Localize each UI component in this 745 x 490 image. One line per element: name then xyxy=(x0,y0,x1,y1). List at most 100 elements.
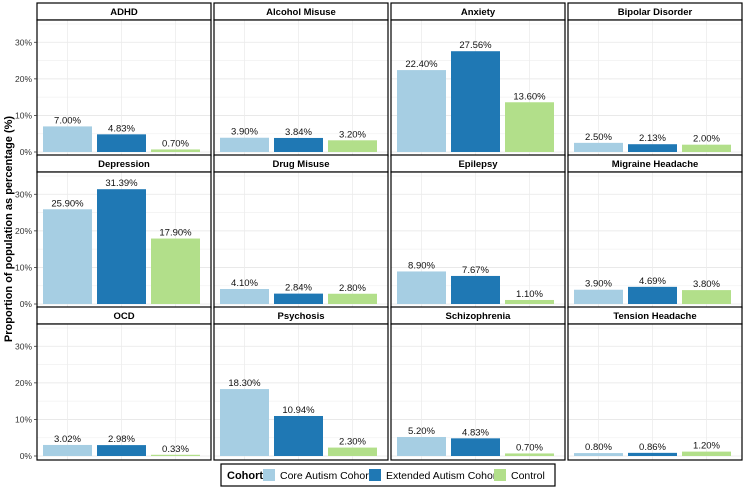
bar-data-label: 2.98% xyxy=(108,434,135,445)
panel-epilepsy: Epilepsy 8.90% 7.67% 1.10% xyxy=(390,154,566,309)
bar-data-label: 2.30% xyxy=(339,437,366,448)
y-tick-label: 0% xyxy=(20,299,33,309)
panel-anxiety: Anxiety 22.40% 27.56% 13.60% xyxy=(390,2,566,157)
panel-alcohol-misuse: Alcohol Misuse 3.90% 3.84% 3.20% xyxy=(213,2,389,157)
y-tick-label: 10% xyxy=(15,414,32,424)
bar-data-label: 13.60% xyxy=(513,91,546,102)
legend-entry: Control xyxy=(511,470,545,482)
bar-core-autism-cohort xyxy=(220,289,269,304)
panel-adhd: ADHD 7.00% 4.83% 0.70% 0% 10% 20% 30% xyxy=(15,2,212,157)
bar-data-label: 0.80% xyxy=(585,442,612,453)
bar-data-label: 27.56% xyxy=(459,40,492,51)
bar-data-label: 3.02% xyxy=(54,434,81,445)
bar-core-autism-cohort xyxy=(574,142,623,152)
bar-control xyxy=(682,290,731,304)
panel-title: Epilepsy xyxy=(458,159,498,170)
bar-data-label: 2.80% xyxy=(339,283,366,294)
bar-core-autism-cohort xyxy=(574,289,623,304)
bar-data-label: 1.20% xyxy=(693,441,720,452)
bar-data-label: 5.20% xyxy=(408,426,435,437)
legend-box xyxy=(220,463,556,487)
bar-data-label: 4.83% xyxy=(108,123,135,134)
y-tick-label: 20% xyxy=(15,74,32,84)
bar-core-autism-cohort xyxy=(220,389,269,456)
bar-data-label: 3.90% xyxy=(231,127,258,138)
bar-extended-autism-cohort xyxy=(97,189,146,304)
bar-data-label: 3.20% xyxy=(339,129,366,140)
y-axis-label: Proportion of population as percentage (… xyxy=(3,116,15,342)
panel-border xyxy=(36,323,212,461)
y-tick-label: 20% xyxy=(15,226,32,236)
bar-data-label: 17.90% xyxy=(159,228,192,239)
bar-data-label: 25.90% xyxy=(51,198,84,209)
y-tick-label: 10% xyxy=(15,110,32,120)
panel-drug-misuse: Drug Misuse 4.10% 2.84% 2.80% xyxy=(213,154,389,309)
bar-control xyxy=(505,299,554,304)
bar-control xyxy=(328,447,377,456)
bar-data-label: 2.84% xyxy=(285,283,312,294)
legend-entry: Extended Autism Cohort xyxy=(386,470,499,482)
bar-data-label: 3.90% xyxy=(585,279,612,290)
bar-core-autism-cohort xyxy=(397,70,446,152)
legend-entry: Core Autism Cohort xyxy=(280,470,372,482)
bar-data-label: 3.84% xyxy=(285,127,312,138)
bar-data-label: 0.86% xyxy=(639,442,666,453)
bar-extended-autism-cohort xyxy=(451,51,500,152)
bar-data-label: 0.70% xyxy=(516,442,543,453)
legend-key xyxy=(494,469,506,481)
bar-control xyxy=(505,453,554,456)
bar-extended-autism-cohort xyxy=(451,275,500,304)
bar-core-autism-cohort xyxy=(397,271,446,304)
bar-core-autism-cohort xyxy=(43,444,92,456)
bar-data-label: 4.10% xyxy=(231,278,258,289)
panel-title: Tension Headache xyxy=(613,311,696,322)
bar-data-label: 2.50% xyxy=(585,132,612,143)
bar-control xyxy=(151,454,200,456)
panel-title: Depression xyxy=(98,159,150,170)
bar-data-label: 7.00% xyxy=(54,115,81,126)
panel-border xyxy=(390,323,566,461)
bar-control xyxy=(151,149,200,152)
gridlines xyxy=(37,20,211,156)
bar-control xyxy=(682,144,731,152)
bar-extended-autism-cohort xyxy=(628,144,677,152)
bar-data-label: 18.30% xyxy=(228,378,261,389)
y-tick-label: 30% xyxy=(15,37,32,47)
bar-data-label: 1.10% xyxy=(516,289,543,300)
panel-title: Psychosis xyxy=(278,311,325,322)
panel-title: Schizophrenia xyxy=(446,311,512,322)
panel-title: Alcohol Misuse xyxy=(266,7,336,18)
panel-tension-headache: Tension Headache 0.80% 0.86% 1.20% xyxy=(567,306,743,461)
bar-extended-autism-cohort xyxy=(274,137,323,152)
bar-extended-autism-cohort xyxy=(274,293,323,304)
bar-data-label: 31.39% xyxy=(105,178,138,189)
bar-control xyxy=(505,102,554,152)
panel-depression: Depression 25.90% 31.39% 17.90% 0% 10% 20% 30% xyxy=(15,154,212,309)
legend-title: Cohort xyxy=(227,470,263,482)
bar-core-autism-cohort xyxy=(574,453,623,456)
bar-core-autism-cohort xyxy=(43,209,92,304)
y-tick-label: 30% xyxy=(15,189,32,199)
bar-data-label: 2.13% xyxy=(639,133,666,144)
legend: Cohort Core Autism Cohort Extended Autism … xyxy=(220,463,556,487)
y-tick-label: 20% xyxy=(15,378,32,388)
panel-bipolar-disorder: Bipolar Disorder 2.50% 2.13% 2.00% xyxy=(567,2,743,157)
y-tick-label: 0% xyxy=(20,451,33,461)
panel-title: ADHD xyxy=(110,7,138,18)
bar-data-label: 4.69% xyxy=(639,276,666,287)
bar-data-label: 10.94% xyxy=(282,405,315,416)
legend-key xyxy=(369,469,381,481)
panel-border xyxy=(213,323,389,461)
panel-title: Anxiety xyxy=(461,7,496,18)
bar-data-label: 4.83% xyxy=(462,427,489,438)
panel-title: OCD xyxy=(113,311,134,322)
bar-core-autism-cohort xyxy=(220,137,269,152)
bar-data-label: 8.90% xyxy=(408,260,435,271)
bar-control xyxy=(328,293,377,304)
bar-data-label: 22.40% xyxy=(405,59,438,70)
panel-title: Drug Misuse xyxy=(272,159,329,170)
plot-background xyxy=(568,324,742,460)
y-tick-label: 10% xyxy=(15,262,32,272)
bar-extended-autism-cohort xyxy=(451,438,500,456)
